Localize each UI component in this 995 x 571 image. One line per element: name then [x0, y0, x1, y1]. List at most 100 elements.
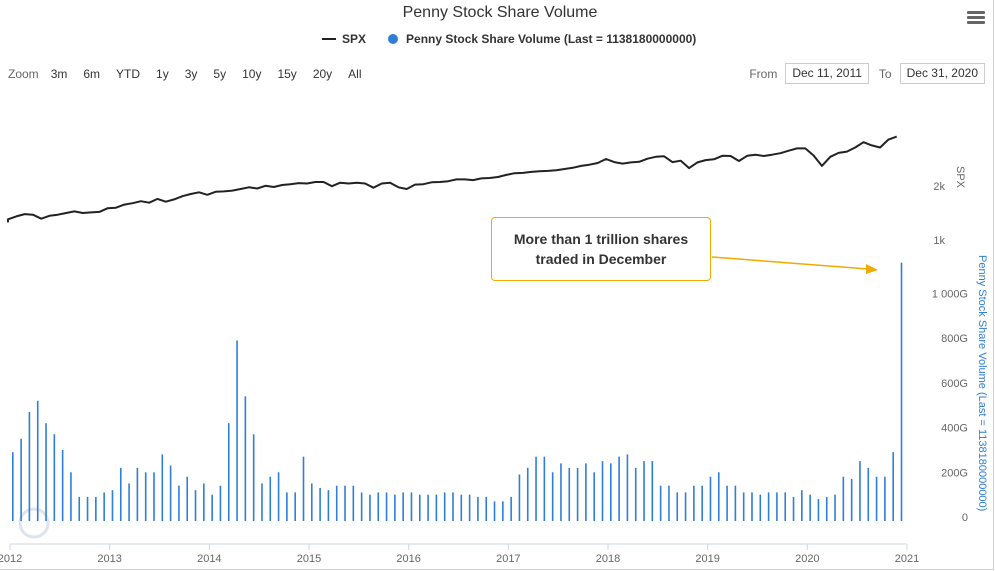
- volume-bar: [734, 485, 737, 521]
- volume-bar: [402, 492, 404, 521]
- annotation-line-1: More than 1 trillion shares: [513, 231, 689, 247]
- volume-bar: [526, 467, 529, 521]
- volume-bar: [360, 492, 363, 521]
- volume-bar: [601, 461, 604, 521]
- zoom-button-3y[interactable]: 3y: [184, 67, 198, 81]
- x-tick-label: 2020: [795, 553, 819, 565]
- to-date-input[interactable]: Dec 31, 2020: [899, 63, 985, 84]
- volume-axis-tick-label: 800G: [941, 333, 968, 345]
- x-tick-label: 2014: [197, 553, 221, 565]
- zoom-button-6m[interactable]: 6m: [83, 67, 101, 81]
- volume-bar: [169, 465, 172, 521]
- volume-bar: [809, 494, 811, 521]
- legend: SPX Penny Stock Share Volume (Last = 113…: [322, 32, 696, 46]
- volume-bar: [801, 490, 803, 521]
- volume-bar: [477, 496, 479, 521]
- legend-item-spx[interactable]: SPX: [342, 32, 367, 46]
- hamburger-menu-icon[interactable]: [967, 11, 985, 26]
- zoom-button-1y[interactable]: 1y: [156, 67, 169, 81]
- volume-bar: [78, 496, 81, 521]
- volume-bar: [20, 438, 22, 521]
- volume-bar: [227, 423, 230, 521]
- spx-axis-tick-label: 1k: [933, 235, 945, 247]
- legend-item-volume[interactable]: Penny Stock Share Volume (Last = 1138180…: [406, 32, 697, 46]
- volume-bar: [717, 472, 720, 521]
- volume-bar: [394, 494, 396, 521]
- volume-bar: [502, 501, 504, 521]
- zoom-button-10y[interactable]: 10y: [242, 67, 262, 81]
- volume-axis-title: Penny Stock Share Volume (Last = 1138180…: [976, 255, 988, 511]
- spx-legend-symbol: [322, 38, 336, 40]
- annotation-arrow-line: [711, 256, 869, 270]
- zoom-button-5y[interactable]: 5y: [213, 67, 227, 81]
- volume-bar: [236, 340, 238, 521]
- volume-bar: [219, 485, 222, 521]
- volume-bar: [45, 423, 47, 521]
- spx-line: [7, 135, 898, 223]
- volume-bar: [659, 485, 662, 521]
- volume-bar: [510, 496, 512, 521]
- volume-bar: [344, 485, 346, 521]
- volume-bar: [452, 492, 454, 521]
- annotation-arrow-head: [866, 264, 878, 274]
- volume-bar: [618, 456, 620, 521]
- volume-bar: [468, 494, 471, 521]
- volume-bar: [792, 496, 795, 521]
- volume-bar: [693, 485, 695, 521]
- spx-axis-tick-label: 2k: [933, 181, 945, 193]
- zoom-button-15y[interactable]: 15y: [277, 67, 297, 81]
- volume-bar: [277, 472, 280, 521]
- volume-bar: [211, 494, 213, 521]
- volume-bar: [610, 463, 612, 521]
- volume-bar: [70, 472, 72, 521]
- volume-bar: [643, 461, 645, 521]
- volume-bar: [61, 449, 64, 521]
- volume-bar: [286, 492, 288, 521]
- volume-bar: [684, 492, 687, 521]
- chart-title: Penny Stock Share Volume: [402, 4, 598, 21]
- volume-bar: [153, 472, 155, 521]
- zoom-button-20y[interactable]: 20y: [312, 67, 333, 81]
- from-date-input[interactable]: Dec 11, 2011: [785, 63, 869, 84]
- zoom-button-all[interactable]: All: [348, 67, 362, 81]
- volume-bar: [178, 485, 180, 521]
- volume-bar: [892, 452, 894, 521]
- volume-axis-tick-label: 600G: [941, 378, 968, 390]
- volume-bar: [709, 476, 712, 521]
- volume-bar: [593, 472, 595, 521]
- volume-bar: [742, 492, 745, 521]
- volume-bar: [294, 492, 296, 521]
- volume-bar: [36, 400, 39, 521]
- volume-bar: [53, 434, 56, 521]
- volume-bar: [385, 492, 388, 521]
- volume-bar: [186, 476, 189, 521]
- volume-bar: [194, 490, 197, 521]
- volume-bar: [28, 411, 31, 521]
- x-tick-label: 2017: [496, 553, 520, 565]
- volume-bar: [634, 467, 637, 521]
- volume-bar: [377, 492, 380, 521]
- date-range: From Dec 11, 2011 To Dec 31, 2020: [749, 63, 995, 84]
- volume-bar: [86, 496, 89, 521]
- zoom-button-3m[interactable]: 3m: [50, 67, 68, 81]
- volume-axis-tick-label: 0: [962, 512, 968, 524]
- volume-bar: [543, 456, 546, 521]
- zoom-button-ytd[interactable]: YTD: [116, 67, 141, 81]
- volume-bar: [701, 485, 703, 521]
- volume-bar: [884, 476, 886, 521]
- volume-bar: [311, 483, 313, 521]
- volume-bar: [269, 476, 272, 521]
- volume-bar: [427, 494, 429, 521]
- zoom-label: Zoom: [8, 67, 39, 81]
- volume-bar: [352, 485, 355, 521]
- volume-bar: [875, 476, 878, 521]
- volume-bar: [493, 501, 496, 521]
- volume-bar: [369, 494, 371, 521]
- x-tick-label: 2016: [396, 553, 420, 565]
- volume-bar: [551, 472, 554, 521]
- volume-bar: [518, 474, 521, 521]
- x-tick-label: 2012: [0, 553, 22, 565]
- zoom-bar: Zoom 3m 6m YTD 1y 3y 5y 10y 15y 20y All: [8, 67, 372, 81]
